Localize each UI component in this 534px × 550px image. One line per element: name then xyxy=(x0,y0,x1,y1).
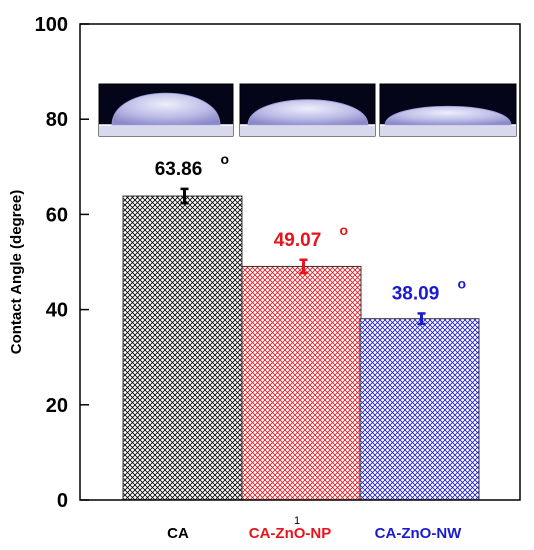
error-bar xyxy=(417,312,426,326)
value-labels-layer: 63.86 o 49.07 o 38.09 o xyxy=(155,151,466,305)
bar-ca xyxy=(122,195,243,501)
y-tick-label: 100 xyxy=(35,14,68,36)
degree-symbol: o xyxy=(221,151,230,167)
y-tick-label: 60 xyxy=(46,204,68,226)
y-tick-label: 20 xyxy=(46,395,68,417)
value-label: 49.07 xyxy=(274,230,322,251)
error-bar xyxy=(180,187,189,205)
droplet-inset-2 xyxy=(239,83,376,137)
bar-ca-zno-np xyxy=(241,265,362,501)
x-tick-label: CA-ZnO-NW xyxy=(375,525,462,542)
insets-layer xyxy=(98,83,517,137)
error-bars-layer xyxy=(180,187,426,326)
error-bar xyxy=(299,258,308,275)
droplet-inset-3 xyxy=(379,83,517,137)
bar-ca-zno-nw xyxy=(359,318,480,501)
y-tick-label: 80 xyxy=(46,109,68,131)
degree-symbol: o xyxy=(340,222,349,238)
y-axis-label: Contact Angle (degree) xyxy=(8,190,25,354)
y-tick-label: 40 xyxy=(46,300,68,322)
plot-frame xyxy=(79,23,521,501)
y-tick-label: 0 xyxy=(57,490,68,512)
x-tick-label: CA-ZnO-NP xyxy=(249,525,332,542)
bars-layer xyxy=(122,195,480,501)
degree-symbol: o xyxy=(458,275,467,291)
x-tick-label: CA xyxy=(167,525,189,542)
value-label: 63.86 xyxy=(155,159,203,180)
axes-layer xyxy=(79,23,521,501)
ticks-layer: 0 20 40 60 80 100 xyxy=(35,14,89,512)
value-label: 38.09 xyxy=(392,283,440,304)
droplet-inset-1 xyxy=(98,83,234,137)
category-labels-layer: CA CA-ZnO-NP CA-ZnO-NW 1 xyxy=(167,515,462,542)
axis-note: 1 xyxy=(294,515,300,527)
